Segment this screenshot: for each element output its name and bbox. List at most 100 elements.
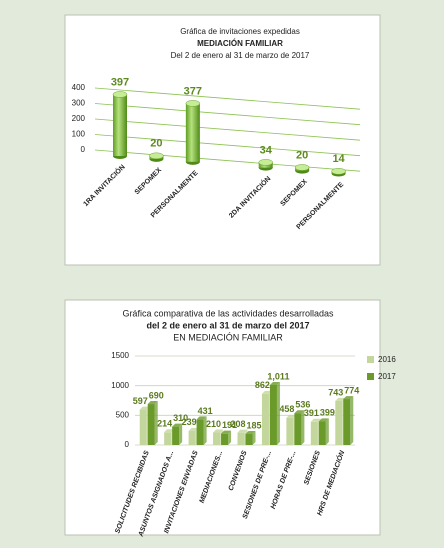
bar-top — [221, 430, 232, 434]
data-label: 862 — [255, 380, 270, 390]
bar — [318, 421, 326, 445]
data-label: 431 — [198, 406, 213, 416]
data-label: 214 — [157, 419, 172, 429]
bar — [188, 430, 196, 445]
bar-top — [196, 416, 207, 420]
bar-side — [325, 418, 329, 445]
data-label: 208 — [230, 419, 245, 429]
chart-subtitle: EN MEDIACIÓN FAMILIAR — [173, 332, 283, 342]
data-label: 20 — [150, 138, 162, 150]
bar-top — [139, 406, 150, 410]
bar-top — [164, 429, 175, 433]
bar-top — [310, 418, 321, 422]
bar — [245, 434, 253, 445]
bar — [221, 433, 229, 445]
bar-top — [261, 390, 272, 394]
data-label: 191 — [222, 420, 237, 430]
data-label: 377 — [184, 85, 202, 97]
cylinder-top — [258, 159, 273, 166]
bar-top — [147, 401, 158, 405]
bar — [196, 419, 204, 445]
bar-top — [318, 418, 329, 422]
cylinder-top — [185, 100, 201, 107]
data-label: 20 — [296, 149, 308, 161]
legend-swatch — [367, 356, 374, 363]
bar-top — [294, 410, 305, 414]
data-label: 397 — [111, 76, 129, 88]
bar — [147, 404, 155, 445]
data-label: 1,011 — [267, 371, 289, 381]
y-tick-label: 0 — [125, 440, 130, 449]
bar-top — [335, 397, 346, 401]
bar — [261, 393, 269, 445]
y-tick-label: 300 — [72, 99, 86, 108]
data-label: 597 — [133, 396, 148, 406]
data-label: 774 — [344, 385, 359, 395]
bar-side — [350, 396, 354, 445]
y-tick-label: 400 — [72, 83, 86, 92]
cylinder-top — [112, 91, 128, 98]
bar — [269, 385, 277, 445]
data-label: 34 — [260, 144, 273, 156]
bar — [237, 432, 245, 445]
data-label: 391 — [304, 408, 319, 418]
cylinder-top — [331, 168, 346, 175]
grid-line — [94, 118, 361, 141]
cylinder-top — [294, 164, 310, 171]
data-label: 536 — [295, 400, 310, 410]
chart-subtitle: Del 2 de enero al 31 de marzo de 2017 — [171, 51, 310, 60]
bar-top — [172, 423, 183, 427]
bar-top — [269, 382, 280, 386]
bar-side — [252, 431, 256, 445]
bar — [310, 421, 318, 445]
bar-side — [179, 423, 183, 445]
bar — [172, 426, 180, 445]
bar-top — [286, 414, 297, 418]
bar-top — [343, 396, 354, 400]
y-tick-label: 1000 — [111, 381, 129, 390]
y-tick-label: 200 — [72, 114, 86, 123]
bar — [139, 409, 147, 445]
y-tick-label: 100 — [72, 130, 86, 139]
chart-frame — [64, 299, 381, 536]
bar-top — [188, 427, 199, 431]
data-label: 239 — [182, 417, 197, 427]
y-tick-label: 500 — [116, 410, 130, 419]
bar — [113, 94, 127, 156]
data-label: 399 — [320, 408, 335, 418]
data-label: 690 — [149, 390, 164, 400]
bar-top — [245, 431, 256, 435]
data-label: 310 — [173, 413, 188, 423]
bar — [335, 400, 343, 445]
bar-side — [154, 401, 158, 445]
chart-title: Gráfica comparativa de las actividades d… — [122, 308, 334, 318]
legend-label: 2017 — [378, 372, 396, 381]
bar — [213, 432, 221, 445]
legend-label: 2016 — [378, 355, 396, 364]
grid-line — [94, 134, 361, 157]
bar — [185, 103, 200, 162]
bar-side — [228, 430, 232, 445]
bar-top — [237, 429, 248, 433]
legend-swatch — [367, 373, 374, 380]
bar — [164, 432, 172, 445]
data-label: 185 — [246, 420, 261, 430]
bar-top — [213, 429, 224, 433]
bar-side — [276, 382, 280, 445]
chart-subtitle: MEDIACIÓN FAMILIAR — [197, 39, 283, 48]
y-tick-label: 0 — [81, 145, 86, 154]
bar — [343, 399, 351, 445]
data-label: 743 — [328, 387, 343, 397]
y-tick-label: 1500 — [111, 351, 129, 360]
data-label: 458 — [279, 404, 294, 414]
data-label: 14 — [332, 153, 345, 165]
grid-line — [94, 103, 361, 126]
grid-line — [94, 149, 361, 172]
bar-side — [203, 416, 207, 445]
grid-line — [94, 87, 361, 110]
chart-subtitle: del 2 de enero al 31 de marzo del 2017 — [146, 320, 309, 330]
data-label: 210 — [206, 419, 221, 429]
bar — [286, 417, 294, 445]
